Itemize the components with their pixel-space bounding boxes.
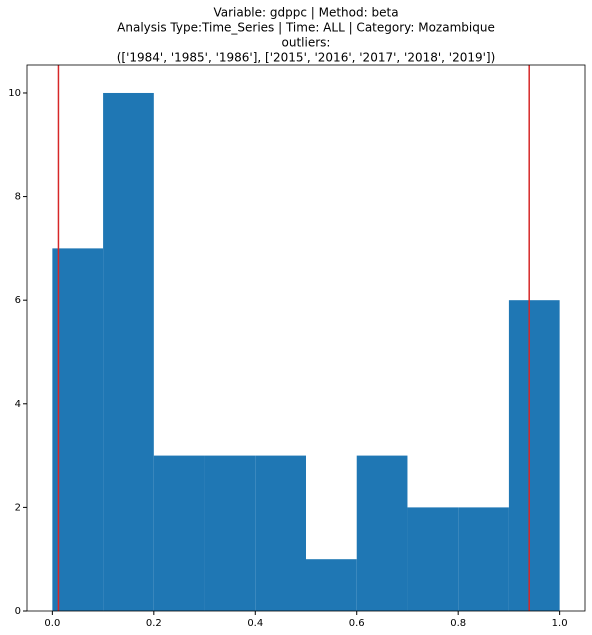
y-tick-label: 6 xyxy=(15,295,21,306)
y-tick-label: 4 xyxy=(15,399,21,410)
bar xyxy=(306,559,357,611)
bar xyxy=(458,507,509,611)
axes-frame xyxy=(26,64,586,612)
y-tick-label: 10 xyxy=(8,88,21,99)
bar xyxy=(52,248,104,611)
bar xyxy=(508,300,560,611)
x-tick-label: 0.2 xyxy=(146,618,162,629)
x-tick-label: 0.0 xyxy=(44,618,60,629)
x-tick-label: 1.0 xyxy=(552,618,568,629)
y-tick-label: 0 xyxy=(15,606,21,617)
bar xyxy=(103,92,154,611)
x-tick-label: 0.8 xyxy=(450,618,466,629)
chart-title: outliers: xyxy=(282,36,331,50)
bar xyxy=(407,507,459,611)
bar xyxy=(356,455,408,611)
chart-title: (['1984', '1985', '1986'], ['2015', '201… xyxy=(117,51,496,65)
x-tick-label: 0.6 xyxy=(349,618,365,629)
chart-title: Variable: gdppc | Method: beta xyxy=(213,6,398,20)
y-tick-label: 2 xyxy=(15,502,21,513)
x-tick-label: 0.4 xyxy=(247,618,263,629)
bar xyxy=(153,455,205,611)
bar xyxy=(204,455,256,611)
bar xyxy=(255,455,306,611)
chart-title: Analysis Type:Time_Series | Time: ALL | … xyxy=(117,21,495,35)
y-tick-label: 8 xyxy=(15,192,21,203)
